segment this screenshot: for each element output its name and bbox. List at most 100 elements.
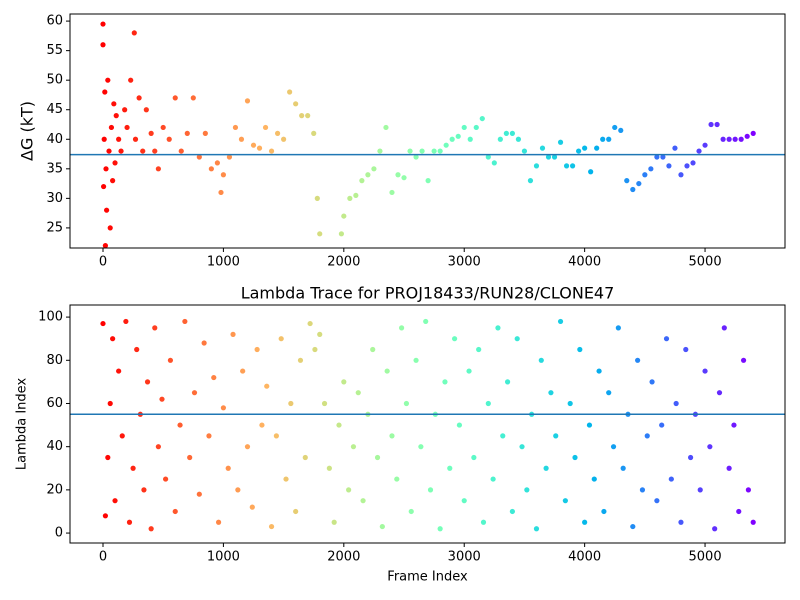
data-point [112, 498, 118, 504]
data-point [259, 422, 265, 428]
data-point [678, 519, 684, 525]
data-point [504, 379, 511, 385]
x-tick-label: 4000 [568, 550, 601, 565]
data-point [451, 336, 458, 342]
data-point [350, 444, 357, 450]
data-point [594, 145, 600, 151]
data-point [684, 163, 690, 169]
data-point [553, 433, 559, 439]
data-point [576, 148, 582, 154]
data-point [660, 154, 666, 160]
data-point [721, 325, 727, 331]
data-point [353, 192, 359, 199]
x-tick-label: 1000 [207, 255, 240, 270]
data-point [256, 145, 263, 151]
data-point [244, 98, 251, 104]
data-point [302, 454, 308, 461]
data-point [479, 115, 485, 122]
data-point [218, 189, 224, 196]
data-point [509, 508, 515, 515]
data-point [495, 325, 501, 331]
data-point [273, 433, 279, 439]
data-point [615, 325, 621, 331]
data-point [738, 136, 744, 142]
data-point [141, 487, 147, 493]
data-point [610, 444, 617, 450]
data-point [720, 136, 726, 142]
data-point [557, 318, 564, 325]
data-point [389, 189, 395, 196]
data-point [201, 340, 207, 346]
data-point [314, 195, 320, 201]
data-point [612, 124, 618, 131]
y-tick-label: 55 [46, 43, 63, 58]
data-point [160, 124, 166, 131]
data-point [206, 433, 212, 439]
data-point [750, 519, 756, 525]
data-point [317, 331, 323, 337]
y-tick-label: 20 [46, 482, 63, 497]
data-point [143, 107, 149, 113]
data-point [307, 320, 313, 327]
data-point [370, 346, 376, 353]
data-point [672, 145, 678, 151]
data-point [136, 95, 142, 101]
y-tick-label: 0 [55, 526, 63, 541]
data-point [740, 357, 747, 363]
y-tick-label: 50 [46, 73, 63, 88]
data-point [102, 243, 109, 248]
data-point [118, 148, 124, 154]
data-point [509, 130, 515, 136]
data-point [596, 368, 602, 374]
data-point [394, 476, 400, 482]
data-point [190, 95, 196, 101]
y-tick-label: 80 [46, 353, 63, 368]
data-point [126, 519, 133, 525]
data-point [533, 526, 540, 532]
data-point [178, 148, 184, 154]
data-point [108, 124, 115, 131]
y-tick-label: 30 [46, 191, 63, 206]
data-point [268, 523, 275, 530]
data-point [250, 142, 257, 148]
data-point [425, 178, 431, 184]
data-point [235, 487, 241, 493]
data-point [321, 400, 328, 407]
data-point [299, 113, 305, 119]
data-point [268, 148, 275, 154]
data-point [320, 255, 325, 260]
data-point [563, 163, 570, 169]
data-point [586, 422, 593, 428]
data-point [100, 21, 106, 27]
data-point [177, 422, 183, 428]
data-point [202, 130, 208, 136]
data-point [413, 357, 419, 363]
data-point [123, 318, 129, 325]
data-point [214, 160, 220, 166]
data-point [274, 130, 281, 136]
data-point [240, 368, 246, 374]
data-point [102, 89, 108, 95]
data-point [744, 133, 750, 139]
data-point [383, 124, 389, 131]
data-point [264, 383, 270, 389]
data-point [110, 178, 116, 184]
data-point [283, 476, 289, 482]
data-point [107, 400, 113, 407]
data-point [196, 491, 202, 497]
data-point [144, 379, 151, 385]
data-point [105, 454, 111, 461]
data-point [591, 476, 597, 482]
data-point [379, 523, 385, 530]
data-point [644, 433, 650, 439]
data-point [437, 148, 443, 154]
data-point [244, 444, 251, 450]
data-point [104, 207, 110, 213]
data-point [341, 379, 347, 385]
data-point [152, 148, 158, 154]
data-point [567, 400, 573, 407]
data-point [155, 444, 161, 450]
data-point [278, 336, 284, 342]
x-tick-label: 3000 [448, 255, 481, 270]
